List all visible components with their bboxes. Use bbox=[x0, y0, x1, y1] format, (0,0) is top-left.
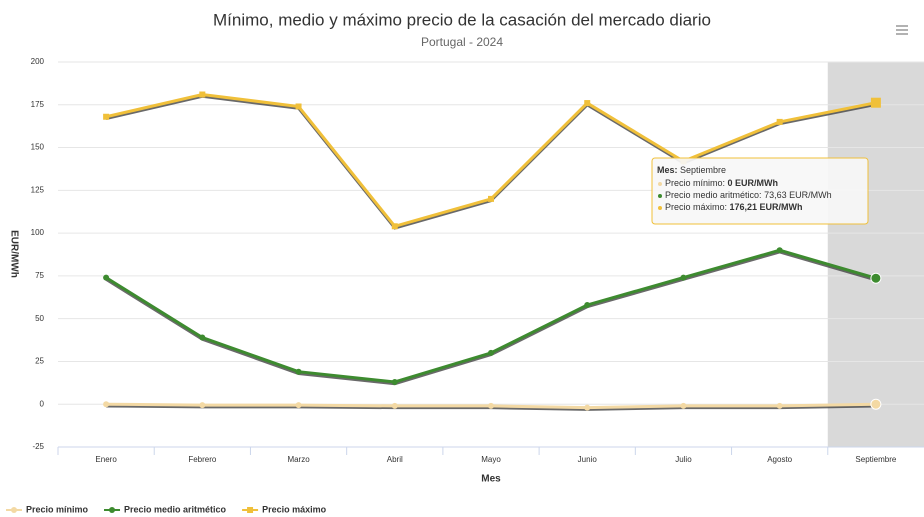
tooltip-dot bbox=[658, 206, 662, 210]
point bbox=[295, 103, 302, 110]
tooltip-line: Precio máximo: 176,21 EUR/MWh bbox=[665, 202, 803, 212]
y-tick-label: 150 bbox=[31, 143, 45, 152]
menu-icon[interactable] bbox=[896, 25, 908, 35]
tooltip-box bbox=[651, 157, 869, 225]
tooltip-value: 0 EUR/MWh bbox=[728, 178, 779, 188]
tooltip-title: Mes: Septiembre bbox=[657, 165, 726, 175]
point bbox=[488, 349, 494, 356]
point bbox=[103, 274, 110, 281]
point bbox=[680, 402, 687, 409]
y-tick-label: 75 bbox=[35, 271, 44, 280]
series-line bbox=[105, 248, 877, 384]
point bbox=[391, 402, 398, 409]
tooltip-line: Precio mínimo: 0 EUR/MWh bbox=[665, 178, 778, 188]
y-axis-title: EUR/MWh bbox=[8, 230, 19, 278]
point bbox=[584, 404, 591, 411]
chart-subtitle: Portugal - 2024 bbox=[421, 35, 503, 49]
x-tick-label: Marzo bbox=[287, 455, 310, 464]
y-tick-label: 0 bbox=[40, 399, 45, 408]
tooltip-dot bbox=[658, 182, 662, 186]
tooltip-label: Precio medio aritmético: bbox=[665, 190, 762, 200]
y-tick-label: 200 bbox=[31, 57, 45, 66]
x-tick-label: Septiembre bbox=[855, 455, 896, 464]
x-tick-label: Enero bbox=[95, 455, 117, 464]
tooltip-title-value: Septiembre bbox=[680, 165, 726, 175]
x-tick-label: Agosto bbox=[767, 455, 792, 464]
legend-marker bbox=[109, 507, 116, 513]
x-tick-label: Mayo bbox=[481, 455, 501, 464]
legend-marker bbox=[11, 507, 17, 513]
point bbox=[391, 223, 398, 230]
y-tick-label: 175 bbox=[31, 100, 45, 109]
highlight-band bbox=[827, 62, 924, 447]
point bbox=[870, 272, 882, 284]
y-tick-label: 100 bbox=[31, 228, 45, 237]
tooltip-value: 73,63 EUR/MWh bbox=[764, 190, 832, 200]
legend-label[interactable]: Precio máximo bbox=[262, 504, 327, 514]
point bbox=[103, 113, 110, 120]
legend-label[interactable]: Precio medio aritmético bbox=[124, 504, 227, 514]
x-tick-label: Abril bbox=[387, 455, 403, 464]
point bbox=[776, 118, 783, 125]
tooltip-label: Precio mínimo: bbox=[665, 178, 725, 188]
point bbox=[295, 368, 302, 375]
y-tick-label: -25 bbox=[32, 442, 44, 451]
point bbox=[199, 91, 206, 98]
point bbox=[680, 274, 687, 281]
tooltip-title-label: Mes: bbox=[657, 165, 678, 175]
tooltip-label: Precio máximo: bbox=[665, 202, 727, 212]
point bbox=[776, 247, 783, 254]
point bbox=[870, 97, 881, 108]
y-tick-label: 50 bbox=[35, 314, 44, 323]
point bbox=[488, 402, 494, 409]
tooltip-value: 176,21 EUR/MWh bbox=[730, 202, 803, 212]
line-shadow bbox=[105, 250, 877, 386]
point bbox=[295, 402, 302, 409]
x-tick-label: Febrero bbox=[188, 455, 217, 464]
tooltip-dot bbox=[658, 194, 662, 198]
x-tick-label: Junio bbox=[578, 455, 598, 464]
point bbox=[199, 334, 206, 341]
point bbox=[199, 402, 206, 409]
chart-title: Mínimo, medio y máximo precio de la casa… bbox=[213, 10, 711, 29]
legend-label[interactable]: Precio mínimo bbox=[26, 504, 89, 514]
point bbox=[103, 401, 110, 408]
point bbox=[488, 195, 494, 202]
point bbox=[776, 402, 783, 409]
x-axis-title: Mes bbox=[481, 474, 501, 485]
legend-marker bbox=[247, 507, 254, 513]
point bbox=[870, 398, 882, 410]
point bbox=[584, 100, 591, 107]
point bbox=[391, 378, 398, 385]
tooltip-line: Precio medio aritmético: 73,63 EUR/MWh bbox=[665, 190, 832, 200]
y-tick-label: 25 bbox=[35, 357, 44, 366]
x-tick-label: Julio bbox=[675, 455, 692, 464]
y-tick-label: 125 bbox=[31, 185, 45, 194]
point bbox=[584, 301, 591, 308]
